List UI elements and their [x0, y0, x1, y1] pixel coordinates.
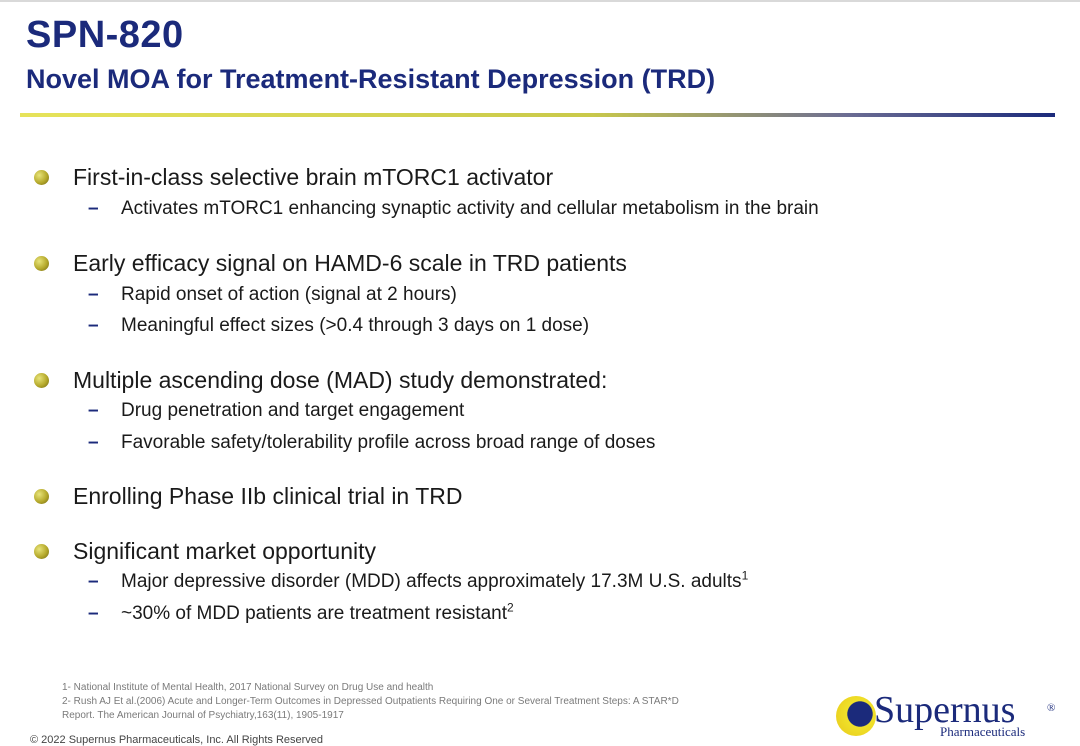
title-divider	[20, 113, 1055, 117]
footnote-ref: 2	[506, 600, 514, 615]
sub-bullet-text: ~30% of MDD patients are treatment resis…	[121, 600, 514, 624]
registered-mark: ®	[1047, 702, 1056, 714]
dash-icon: –	[88, 432, 99, 453]
bullet-text: First-in-class selective brain mTORC1 ac…	[73, 164, 554, 190]
bullet-text: Multiple ascending dose (MAD) study demo…	[73, 367, 608, 393]
dash-icon: –	[88, 603, 99, 624]
bullet-icon	[34, 489, 49, 504]
bullet-text: Significant market opportunity	[73, 538, 376, 564]
sub-bullet-text: Major depressive disorder (MDD) affects …	[121, 568, 749, 592]
bullet-text: Early efficacy signal on HAMD-6 scale in…	[73, 250, 627, 276]
footnote: 1- National Institute of Mental Health, …	[62, 682, 434, 693]
sub-bullet-text: Meaningful effect sizes (>0.4 through 3 …	[121, 315, 590, 336]
logo-wordmark: Supernus	[874, 689, 1016, 731]
footnote: Report. The American Journal of Psychiat…	[62, 710, 344, 721]
copyright-text: © 2022 Supernus Pharmaceuticals, Inc. Al…	[30, 734, 324, 746]
sub-bullet-text: Favorable safety/tolerability profile ac…	[121, 432, 656, 453]
footnote: 2- Rush AJ Et al.(2006) Acute and Longer…	[62, 696, 679, 707]
logo-tagline: Pharmaceuticals	[940, 724, 1026, 739]
supernus-logo: Supernus ® Pharmaceuticals	[832, 688, 1062, 743]
sub-bullet-text: Activates mTORC1 enhancing synaptic acti…	[121, 198, 819, 219]
slide-subtitle: Novel MOA for Treatment-Resistant Depres…	[26, 64, 716, 94]
slide-title: SPN-820	[26, 14, 184, 56]
sub-bullet-text: Rapid onset of action (signal at 2 hours…	[121, 284, 457, 305]
footnote-ref: 1	[741, 568, 749, 583]
bullet-icon	[34, 373, 49, 388]
dash-icon: –	[88, 284, 99, 305]
dash-icon: –	[88, 315, 99, 336]
bullet-icon	[34, 544, 49, 559]
bullet-text: Enrolling Phase IIb clinical trial in TR…	[73, 483, 463, 509]
dash-icon: –	[88, 400, 99, 421]
dash-icon: –	[88, 571, 99, 592]
sub-bullet-text: Drug penetration and target engagement	[121, 400, 465, 421]
bullet-icon	[34, 170, 49, 185]
logo-mark-icon	[836, 696, 876, 736]
top-border	[0, 0, 1080, 2]
bullet-icon	[34, 256, 49, 271]
dash-icon: –	[88, 198, 99, 219]
